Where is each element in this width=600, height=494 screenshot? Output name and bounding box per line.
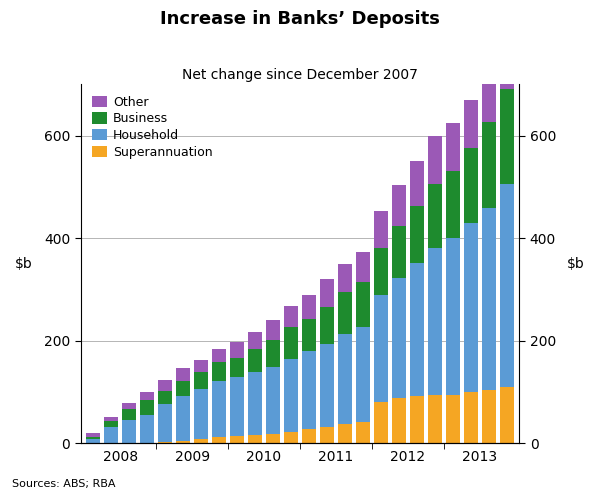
Bar xyxy=(392,185,406,226)
Text: Increase in Banks’ Deposits: Increase in Banks’ Deposits xyxy=(160,10,440,28)
Bar xyxy=(122,403,136,410)
Bar xyxy=(284,328,298,359)
Bar xyxy=(104,427,118,443)
Bar xyxy=(464,223,478,392)
Bar xyxy=(266,434,280,443)
Bar xyxy=(194,360,208,372)
Bar xyxy=(428,248,442,395)
Bar xyxy=(320,427,334,443)
Bar xyxy=(284,432,298,443)
Bar xyxy=(410,396,424,443)
Bar xyxy=(176,441,190,443)
Bar xyxy=(320,344,334,427)
Bar xyxy=(374,402,388,443)
Bar xyxy=(212,437,226,443)
Bar xyxy=(464,392,478,443)
Bar xyxy=(482,74,496,122)
Bar xyxy=(482,208,496,390)
Bar xyxy=(248,349,262,372)
Bar xyxy=(158,442,172,443)
Bar xyxy=(230,342,244,358)
Bar xyxy=(482,122,496,208)
Bar xyxy=(320,279,334,307)
Bar xyxy=(176,381,190,396)
Bar xyxy=(446,238,460,395)
Y-axis label: $b: $b xyxy=(15,257,33,271)
Bar xyxy=(248,372,262,435)
Bar xyxy=(374,294,388,402)
Legend: Other, Business, Household, Superannuation: Other, Business, Household, Superannuati… xyxy=(87,90,218,164)
Bar xyxy=(302,351,316,429)
Bar xyxy=(248,435,262,443)
Title: Net change since December 2007: Net change since December 2007 xyxy=(182,68,418,82)
Bar xyxy=(410,161,424,206)
Bar xyxy=(320,307,334,344)
Y-axis label: $b: $b xyxy=(567,257,585,271)
Bar xyxy=(140,400,154,414)
Bar xyxy=(194,439,208,443)
Bar xyxy=(104,417,118,421)
Bar xyxy=(212,362,226,381)
Bar xyxy=(500,89,514,184)
Bar xyxy=(104,421,118,427)
Bar xyxy=(122,419,136,443)
Bar xyxy=(374,248,388,294)
Bar xyxy=(392,278,406,398)
Bar xyxy=(356,327,370,422)
Bar xyxy=(302,294,316,319)
Bar xyxy=(500,184,514,387)
Bar xyxy=(284,359,298,432)
Bar xyxy=(428,395,442,443)
Text: Sources: ABS; RBA: Sources: ABS; RBA xyxy=(12,479,115,489)
Bar xyxy=(446,171,460,238)
Bar xyxy=(284,306,298,328)
Bar xyxy=(230,377,244,436)
Bar xyxy=(140,392,154,400)
Bar xyxy=(266,320,280,340)
Bar xyxy=(374,211,388,248)
Bar xyxy=(464,100,478,148)
Bar xyxy=(86,439,100,443)
Bar xyxy=(212,381,226,437)
Bar xyxy=(248,332,262,349)
Bar xyxy=(230,436,244,443)
Bar xyxy=(338,292,352,334)
Bar xyxy=(500,387,514,443)
Bar xyxy=(392,398,406,443)
Bar xyxy=(392,226,406,278)
Bar xyxy=(356,422,370,443)
Bar xyxy=(302,429,316,443)
Bar xyxy=(194,372,208,389)
Bar xyxy=(338,424,352,443)
Bar xyxy=(356,282,370,327)
Bar xyxy=(356,252,370,282)
Bar xyxy=(176,396,190,441)
Bar xyxy=(302,319,316,351)
Bar xyxy=(230,358,244,377)
Bar xyxy=(338,264,352,292)
Bar xyxy=(428,135,442,184)
Bar xyxy=(86,433,100,437)
Bar xyxy=(140,414,154,443)
Bar xyxy=(212,349,226,362)
Bar xyxy=(122,410,136,419)
Bar xyxy=(410,206,424,263)
Bar xyxy=(158,391,172,404)
Bar xyxy=(464,148,478,223)
Bar xyxy=(176,368,190,381)
Bar xyxy=(338,334,352,424)
Bar xyxy=(266,340,280,368)
Bar xyxy=(158,380,172,391)
Bar xyxy=(446,395,460,443)
Bar xyxy=(428,184,442,248)
Bar xyxy=(194,389,208,439)
Bar xyxy=(482,390,496,443)
Bar xyxy=(158,404,172,442)
Bar xyxy=(446,123,460,171)
Bar xyxy=(410,263,424,396)
Bar xyxy=(266,368,280,434)
Bar xyxy=(86,437,100,439)
Bar xyxy=(500,36,514,89)
